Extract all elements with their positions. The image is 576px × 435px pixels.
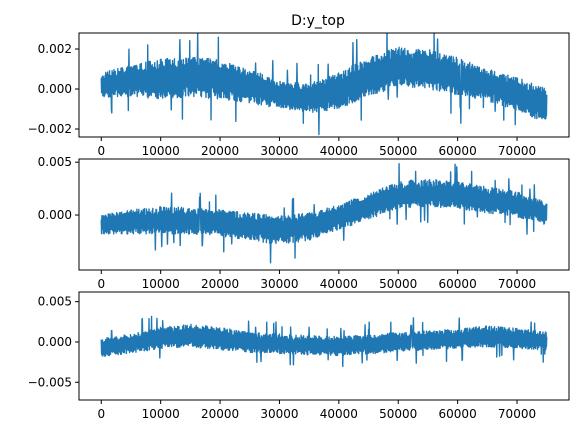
x-tick-label: 50000 [379, 277, 417, 291]
x-tick-label: 70000 [498, 144, 536, 158]
x-tick-label: 0 [97, 277, 105, 291]
chart-title: D:y_top [291, 13, 345, 29]
x-tick-label: 60000 [439, 144, 477, 158]
y-tick-label: −0.005 [28, 375, 72, 389]
x-tick-label: 40000 [320, 277, 358, 291]
subplot-1: 0 10000 20000 30000 40000 50000 60000 70000 −0.0… [28, 32, 570, 158]
x-tick-label: 40000 [320, 407, 358, 421]
x-tick-label: 10000 [142, 144, 180, 158]
axes-frame [78, 291, 570, 401]
x-tick-label: 70000 [498, 407, 536, 421]
x-tick-label: 40000 [320, 144, 358, 158]
subplot-2: 0 10000 20000 30000 40000 50000 60000 70000 0.00… [38, 155, 570, 291]
y-tick-label: 0.002 [38, 42, 72, 56]
x-tick-label: 50000 [379, 144, 417, 158]
subplots: 0 10000 20000 30000 40000 50000 60000 70000 −0.0… [28, 32, 570, 421]
x-tick-label: 20000 [201, 277, 239, 291]
y-tick-label: 0.000 [38, 82, 72, 96]
x-tick-label: 20000 [201, 407, 239, 421]
y-tick-label: 0.005 [38, 295, 72, 309]
x-tick-label: 30000 [260, 407, 298, 421]
x-tick-label: 10000 [142, 277, 180, 291]
x-tick-label: 10000 [142, 407, 180, 421]
subplot-3: 0 10000 20000 30000 40000 50000 60000 70000 −0.0… [28, 291, 570, 421]
x-tick-label: 60000 [439, 407, 477, 421]
x-tick-label: 60000 [439, 277, 477, 291]
series-line-1 [100, 33, 548, 136]
x-tick-label: 50000 [379, 407, 417, 421]
y-tick-label: 0.000 [38, 335, 72, 349]
y-tick-label: 0.005 [38, 155, 72, 169]
y-tick-label: −0.002 [28, 122, 72, 136]
x-tick-label: 0 [97, 407, 105, 421]
series-line-1 [100, 163, 548, 264]
x-tick-label: 20000 [201, 144, 239, 158]
y-tick-label: 0.000 [38, 208, 72, 222]
axes-frame [78, 32, 570, 138]
x-tick-label: 0 [97, 144, 105, 158]
x-tick-label: 30000 [260, 277, 298, 291]
x-tick-label: 70000 [498, 277, 536, 291]
axes-frame [78, 158, 570, 271]
x-tick-label: 30000 [260, 144, 298, 158]
series-line-1 [100, 315, 548, 368]
